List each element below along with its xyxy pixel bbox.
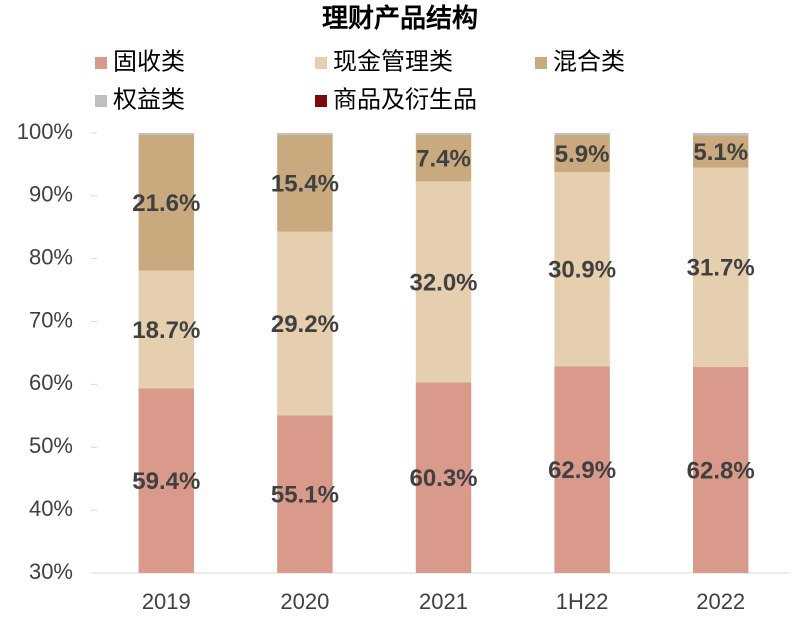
x-tick-label: 2020 <box>280 589 329 614</box>
data-label: 5.9% <box>555 141 610 168</box>
x-tick-label: 2021 <box>419 589 468 614</box>
bar-segment <box>415 181 472 383</box>
data-label: 62.9% <box>548 457 616 484</box>
data-label: 60.3% <box>409 465 477 492</box>
bar-segment <box>138 270 195 389</box>
legend-label: 权益类 <box>113 86 185 113</box>
y-tick-label: 80% <box>29 245 73 270</box>
y-tick-label: 100% <box>17 119 73 144</box>
legend-swatch <box>95 57 107 69</box>
bar-segment <box>277 231 333 416</box>
chart-title: 理财产品结构 <box>322 3 478 33</box>
data-label: 5.1% <box>693 139 748 166</box>
y-tick-label: 30% <box>29 559 73 584</box>
data-label: 62.8% <box>687 457 755 484</box>
legend-swatch <box>315 95 327 107</box>
bar-segment <box>692 366 749 573</box>
y-tick-label: 50% <box>29 433 73 458</box>
data-label: 7.4% <box>416 145 471 172</box>
bar-segment <box>277 415 333 573</box>
bar-segment <box>138 133 195 135</box>
data-label: 18.7% <box>132 317 200 344</box>
data-label: 55.1% <box>271 481 339 508</box>
data-label: 30.9% <box>548 256 616 283</box>
y-tick-label: 60% <box>29 370 73 395</box>
x-tick-label: 2022 <box>696 589 745 614</box>
legend-swatch <box>535 57 547 69</box>
data-label: 31.7% <box>687 255 755 282</box>
legend-label: 混合类 <box>553 48 625 75</box>
bar-segment <box>692 133 749 136</box>
legend-swatch <box>95 95 107 107</box>
bar-segment <box>277 134 333 232</box>
bar-segment <box>415 382 472 573</box>
bar-segment <box>554 171 610 367</box>
data-label: 15.4% <box>271 171 339 198</box>
bar-segment <box>554 366 610 573</box>
bar-segment <box>692 135 749 168</box>
bar-segment <box>415 133 472 135</box>
bar-segment <box>415 134 472 182</box>
bar-segment <box>554 134 610 172</box>
x-tick-label: 2019 <box>142 589 191 614</box>
data-label: 29.2% <box>271 311 339 338</box>
bar-segment <box>692 167 749 367</box>
bar-segment <box>138 134 195 271</box>
y-tick-label: 70% <box>29 307 73 332</box>
bar-segment <box>138 388 195 573</box>
data-label: 21.6% <box>132 190 200 217</box>
legend-swatch <box>315 57 327 69</box>
bar-segment <box>277 133 333 135</box>
bar-segment <box>554 133 610 135</box>
x-tick-label: 1H22 <box>556 589 609 614</box>
data-label: 59.4% <box>132 468 200 495</box>
data-label: 32.0% <box>409 269 477 296</box>
y-tick-label: 40% <box>29 496 73 521</box>
legend-label: 商品及衍生品 <box>333 86 477 113</box>
legend-label: 固收类 <box>113 48 185 75</box>
y-tick-label: 90% <box>29 182 73 207</box>
legend-label: 现金管理类 <box>333 48 453 75</box>
